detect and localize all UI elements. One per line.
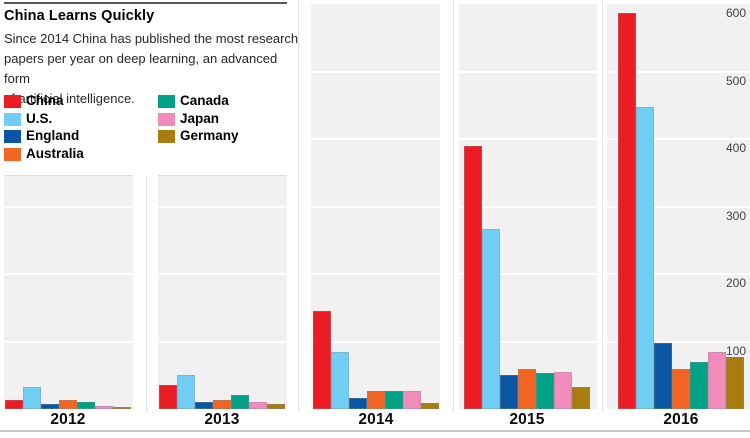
bar-2015-u-s: [482, 228, 500, 409]
bar-2016-germany: [726, 357, 744, 409]
x-axis-label-2016: 2016: [663, 411, 699, 428]
legend-label-china: China: [26, 93, 64, 108]
gridline-200: [459, 273, 597, 275]
gridline-200: [4, 273, 133, 275]
gridline-400: [459, 138, 597, 140]
gridline-500: [311, 70, 440, 73]
panel-separator: [602, 0, 603, 412]
bar-2014-england: [349, 397, 367, 409]
bar-2012-u-s: [23, 387, 41, 409]
gridline-400: [311, 138, 440, 140]
gridline-300: [158, 205, 287, 208]
y-tick-500: 500: [725, 73, 746, 88]
gridline-200: [158, 273, 287, 275]
bar-2012-china: [5, 399, 23, 409]
panel-separator: [146, 176, 147, 412]
bar-2013-u-s: [177, 374, 195, 409]
chart-title: China Learns Quickly: [4, 8, 155, 24]
bar-2015-canada: [536, 373, 554, 409]
subtitle-line: of artificial intelligence.: [4, 91, 135, 106]
bar-2013-china: [159, 384, 177, 409]
panel-top-border: [158, 174, 287, 176]
bar-2015-australia: [518, 368, 536, 409]
bar-2012-japan: [95, 406, 113, 409]
bar-2013-canada: [231, 394, 249, 409]
legend-label-germany: Germany: [180, 128, 239, 144]
subtitle-line: Since 2014 China has published the most …: [4, 31, 299, 46]
bar-2014-canada: [385, 391, 403, 409]
year-panel-2013: [158, 176, 287, 409]
bar-2013-germany: [267, 403, 285, 409]
bar-2015-china: [464, 145, 482, 409]
legend-swatch-japan: [158, 112, 175, 126]
bar-2012-germany: [113, 406, 131, 409]
bottom-rule: [0, 430, 750, 432]
bar-2014-china: [313, 311, 331, 409]
gridline-500: [607, 70, 750, 73]
gridline-500: [459, 70, 597, 73]
bar-2016-japan: [708, 351, 726, 409]
y-tick-400: 400: [725, 141, 746, 155]
x-axis-label-2013: 2013: [204, 411, 240, 428]
bar-2015-england: [500, 374, 518, 409]
bar-2016-england: [654, 342, 672, 409]
panel-separator: [453, 0, 454, 412]
legend-swatch-australia: [4, 147, 21, 161]
gridline-400: [607, 138, 750, 140]
x-axis-label-2014: 2014: [358, 411, 394, 428]
bar-2014-australia: [367, 390, 385, 409]
y-tick-300: 300: [725, 208, 746, 223]
y-tick-200: 200: [725, 276, 746, 290]
legend-swatch-china: [4, 95, 21, 108]
gridline-300: [459, 205, 597, 208]
y-tick-100: 100: [725, 343, 746, 358]
bar-2014-u-s: [331, 352, 349, 409]
legend-label-australia: Australia: [26, 145, 84, 161]
legend-label-japan: Japan: [180, 110, 220, 126]
bar-2013-england: [195, 402, 213, 409]
bar-2016-u-s: [636, 107, 654, 409]
legend-label-u-s: U.S.: [26, 110, 53, 126]
bar-2013-australia: [213, 399, 231, 409]
panel-top-border: [4, 174, 133, 176]
bar-2014-germany: [421, 402, 439, 409]
gridline-200: [607, 273, 750, 275]
title-rule: [4, 2, 287, 4]
legend-swatch-canada: [158, 95, 175, 108]
gridline-300: [311, 205, 440, 208]
panel-separator: [298, 0, 299, 412]
bar-2016-canada: [690, 362, 708, 409]
bar-2012-england: [41, 403, 59, 409]
x-axis-label-2012: 2012: [50, 411, 86, 428]
subtitle-line: papers per year on deep learning, an adv…: [4, 51, 278, 86]
legend-swatch-u-s: [4, 112, 21, 126]
legend-swatch-germany: [158, 130, 175, 144]
gridline-200: [311, 273, 440, 275]
gridline-100: [311, 340, 440, 343]
chart-subtitle: Since 2014 China has published the most …: [4, 29, 304, 109]
gridline-100: [459, 340, 597, 343]
year-panel-2012: [4, 176, 133, 409]
legend-label-england: England: [26, 128, 80, 144]
legend-swatch-england: [4, 130, 21, 144]
gridline-100: [607, 340, 750, 343]
bar-2015-japan: [554, 371, 572, 409]
x-axis-label-2015: 2015: [509, 411, 545, 428]
legend-label-canada: Canada: [180, 93, 229, 108]
bar-2012-australia: [59, 399, 77, 409]
bar-2015-germany: [572, 387, 590, 409]
bar-2014-japan: [403, 391, 421, 409]
gridline-300: [607, 205, 750, 208]
bar-2016-china: [618, 12, 636, 409]
bar-2012-canada: [77, 401, 95, 409]
y-tick-600: 600: [725, 6, 746, 20]
bar-2016-australia: [672, 368, 690, 409]
gridline-300: [4, 205, 133, 208]
gridline-100: [158, 340, 287, 343]
gridline-100: [4, 340, 133, 343]
bar-2013-japan: [249, 401, 267, 409]
